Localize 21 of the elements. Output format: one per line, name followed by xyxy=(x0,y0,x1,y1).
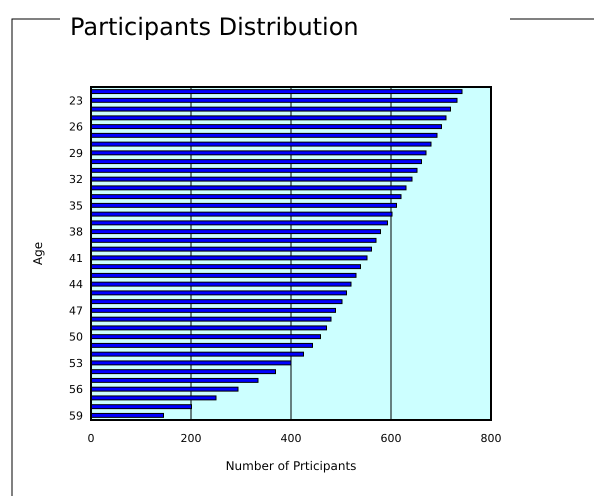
y-axis-title: Age xyxy=(31,242,45,266)
y-tick-label: 59 xyxy=(69,409,83,422)
x-tick-label: 0 xyxy=(88,432,94,445)
y-tick-label: 32 xyxy=(69,173,83,186)
y-tick-label: 29 xyxy=(69,146,83,160)
x-tick-label: 200 xyxy=(180,432,202,445)
x-tick-label: 800 xyxy=(480,432,502,445)
x-tick-label: 600 xyxy=(380,432,402,445)
y-tick-label: 56 xyxy=(69,383,83,396)
x-axis-title: Number of Prticipants xyxy=(226,459,356,473)
y-tick-label: 35 xyxy=(69,199,83,212)
y-tick-label: 44 xyxy=(69,278,83,292)
y-tick-label: 38 xyxy=(69,226,83,239)
y-tick-label: 50 xyxy=(69,330,83,344)
y-tick-label: 41 xyxy=(69,252,83,265)
x-tick-label: 400 xyxy=(280,432,302,445)
y-tick-label: 26 xyxy=(69,120,83,134)
y-tick-label: 23 xyxy=(69,94,83,108)
y-tick-label: 53 xyxy=(69,356,83,370)
y-tick-label: 47 xyxy=(69,304,83,318)
chart-title: Participants Distribution xyxy=(70,13,359,41)
